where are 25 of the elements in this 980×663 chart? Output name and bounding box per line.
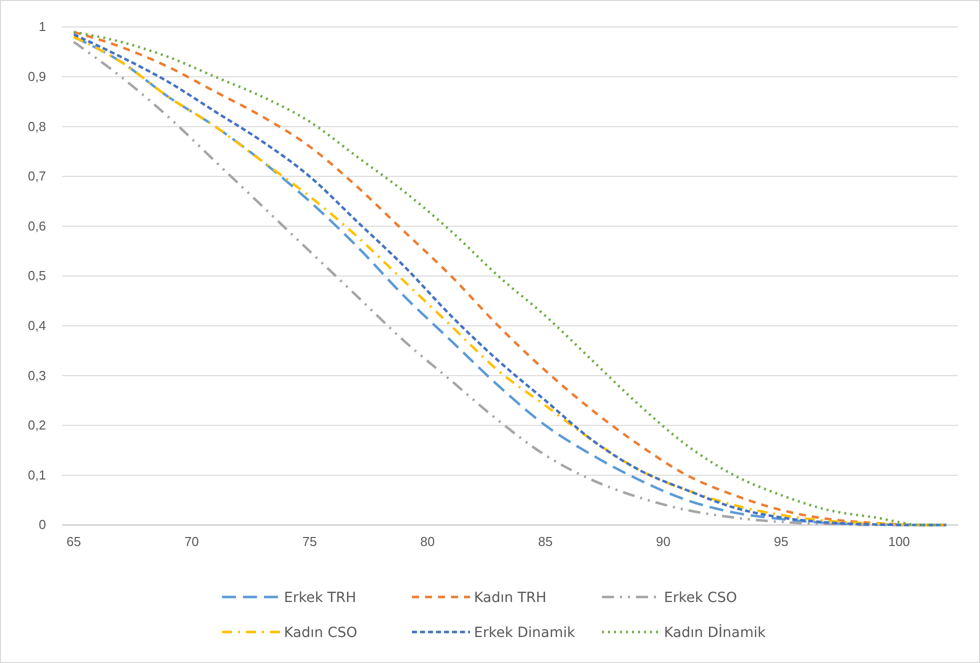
y-tick-label: 0,8: [28, 118, 46, 134]
legend-label: Kadın TRH: [474, 590, 546, 606]
x-tick-label: 85: [538, 534, 553, 550]
legend-label: Erkek CSO: [664, 590, 738, 606]
x-tick-label: 70: [184, 534, 199, 550]
y-tick-label: 0,4: [28, 318, 46, 333]
y-tick-label: 0: [38, 517, 46, 532]
legend-label: Erkek TRH: [284, 590, 356, 606]
y-tick-label: 0,7: [28, 168, 46, 184]
y-tick-label: 0,9: [28, 68, 46, 84]
y-tick-label: 0,3: [28, 368, 46, 383]
x-tick-label: 100: [888, 534, 910, 550]
x-tick-label: 80: [420, 534, 435, 550]
y-tick-label: 1: [38, 19, 46, 34]
x-tick-label: 95: [774, 534, 788, 550]
y-tick-label: 0,5: [28, 268, 46, 284]
legend-label: Kadın Dİnamik: [664, 624, 766, 641]
y-tick-label: 0,6: [28, 218, 46, 234]
x-tick-label: 65: [66, 534, 82, 550]
y-tick-label: 0,2: [28, 418, 46, 433]
y-tick-label: 0,1: [28, 467, 46, 482]
legend-label: Kadın CSO: [284, 625, 358, 641]
x-tick-label: 90: [656, 534, 670, 550]
x-tick-label: 75: [302, 534, 317, 550]
legend-label: Erkek Dinamik: [474, 625, 576, 641]
